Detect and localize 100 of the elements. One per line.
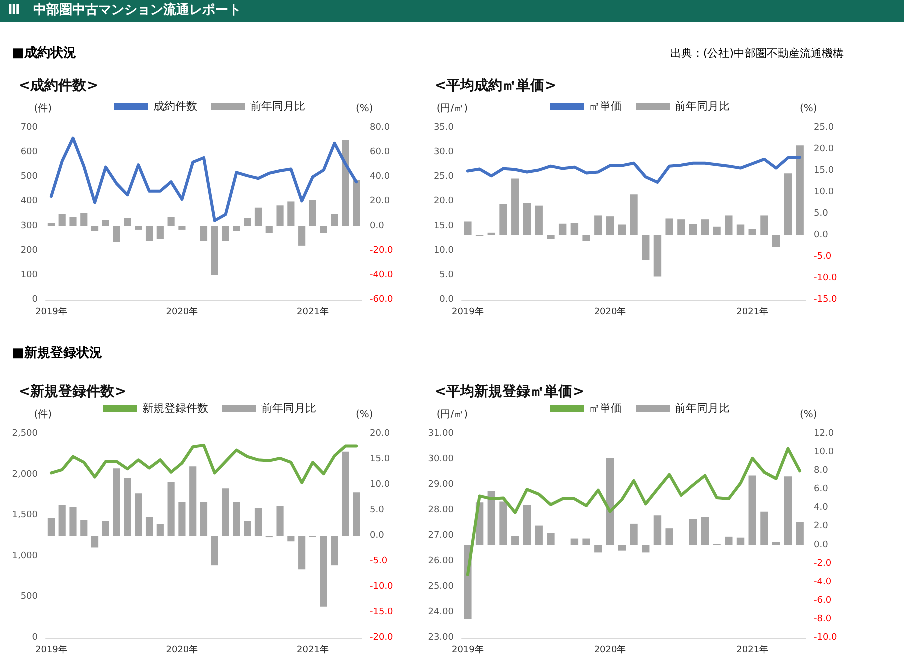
bar [233,226,240,232]
bar [298,226,306,246]
bar [582,236,590,242]
y2-tick-label: -10.0 [814,633,838,643]
y-tick-label: 500 [20,592,38,602]
bar [70,507,77,536]
bar [244,218,252,226]
bar [606,458,614,546]
y-tick-label: 100 [20,270,38,280]
text: Ⅲ 中部圏中古マンション流通レポート [0,0,904,22]
bar [135,494,142,536]
chart-title: <平均成約㎡単価> [435,78,556,94]
bar [772,236,780,248]
bar [784,476,792,546]
bar [168,217,175,226]
bar [488,491,496,546]
y2-tick-label: -6.0 [814,596,832,606]
x-tick-label: 2021年 [297,644,329,656]
bar [156,524,164,536]
bar [582,538,590,546]
bar [654,236,662,277]
y-tick-label: 1,500 [12,510,38,521]
bar [233,502,240,536]
bar [570,223,579,236]
y2-tick-label: -2.0 [814,558,832,569]
bar [298,536,306,570]
bar [760,216,768,236]
bar [594,545,602,553]
bar [689,224,698,236]
bar [796,146,804,236]
line-series [50,444,358,484]
y-tick-label: 23.00 [428,633,454,643]
y2-tick-label: 0.0 [370,221,385,232]
x-tick-label: 2020年 [594,644,626,656]
y2-tick-label: -20.0 [370,633,394,643]
chart-title: <新規登録件数> [19,383,126,400]
bar [244,521,252,536]
y-tick-label: 0 [32,633,38,643]
bar [146,517,154,536]
bar [353,492,360,536]
bar [547,236,555,239]
y2-axis-title: (%) [800,104,818,114]
bar [91,536,99,548]
bar [725,216,733,236]
line-series [50,136,358,222]
bar [266,226,273,234]
y-tick-label: 400 [20,196,38,207]
y-tick-label: 5.0 [440,270,454,280]
y2-tick-label: 10.0 [370,480,390,490]
bar [748,229,756,236]
y2-tick-label: -5.0 [370,556,388,566]
y2-tick-label: 20.0 [814,144,834,154]
y-tick-label: 15.0 [434,221,454,232]
line-series [466,156,802,184]
bar [760,512,768,546]
y2-tick-label: 8.0 [814,466,829,476]
y-axis-title: (円/㎡) [436,410,468,420]
bar [342,140,350,226]
bar [48,223,55,226]
bar [70,217,77,226]
y-tick-label: 30.00 [428,454,454,464]
y2-tick-label: 5.0 [370,506,385,516]
y2-tick-label: -15.0 [814,295,838,305]
bar [58,214,66,226]
y2-tick-label: 6.0 [814,484,829,495]
source-note: 出典：(公社)中部圏不動産流通機構 [670,46,844,61]
y-tick-label: 25.0 [434,172,454,182]
y-tick-label: 2,000 [12,470,38,480]
x-tick-label: 2021年 [736,306,769,318]
legend-label: ㎡単価 [589,402,622,415]
bar [558,224,567,236]
legend-label: 前年同月比 [250,100,306,113]
y2-tick-label: 20.0 [370,196,390,207]
bar [618,224,626,236]
bar [736,538,745,546]
bar [288,202,295,226]
bar [630,194,638,236]
y2-tick-label: 15.0 [814,166,834,176]
bar [701,517,710,546]
bar [178,502,186,536]
bar [146,226,154,242]
chart-title: <平均新規登録㎡単価> [435,383,584,400]
y-tick-label: 700 [20,123,38,133]
y-axis-title: (件) [34,104,52,114]
bar [211,536,218,566]
y2-tick-label: -15.0 [370,608,394,618]
bar [713,226,721,236]
y2-tick-label: 4.0 [814,503,829,514]
y-tick-label: 300 [20,221,38,232]
bar [254,508,262,536]
y-tick-label: 27.00 [428,531,454,541]
bar [200,226,208,242]
y2-axis-title: (%) [356,104,374,114]
bar [736,224,745,236]
x-tick-label: 2019年 [35,644,68,656]
legend-label: 前年同月比 [675,100,730,113]
bar [135,226,142,230]
bar [523,203,532,236]
y2-tick-label: 25.0 [814,123,834,133]
bar [91,226,99,232]
